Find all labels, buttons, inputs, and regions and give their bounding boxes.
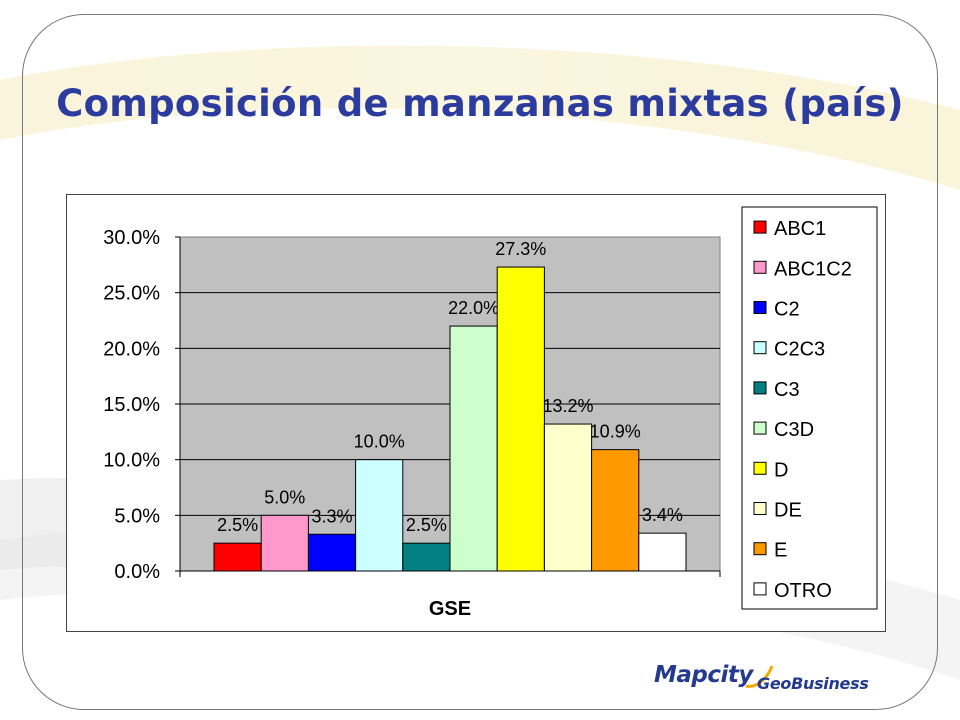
legend-label: ABC1 — [774, 218, 826, 240]
y-tick-label: 15.0% — [103, 394, 160, 416]
legend-label: C3 — [774, 379, 800, 401]
chart-container: 0.0% 5.0% 10.0% 15.0% 20.0% 25.0% 30.0% 2.5% 5.0… — [66, 194, 886, 632]
data-label: 2.5% — [217, 515, 258, 535]
data-label: 27.3% — [495, 239, 546, 259]
legend-label: OTRO — [774, 580, 832, 602]
y-tick-label: 10.0% — [103, 450, 160, 472]
bar-de — [543, 423, 593, 572]
legend-swatch — [753, 461, 767, 475]
logo-brand: Mapcity — [654, 662, 753, 688]
data-label: 5.0% — [264, 487, 305, 507]
legend-label: ABC1C2 — [774, 258, 852, 280]
legend-swatch — [753, 220, 767, 234]
legend-label: E — [774, 540, 787, 562]
legend-swatch — [753, 341, 767, 355]
bar-e — [591, 449, 640, 572]
legend-swatch — [753, 260, 767, 274]
logo-suffix: GeoBusiness — [757, 674, 869, 693]
legend-swatch — [753, 421, 767, 435]
legend-label: D — [774, 459, 788, 481]
y-tick-label: 0.0% — [114, 561, 160, 583]
legend-swatch — [753, 502, 767, 515]
y-tick-label: 25.0% — [103, 283, 160, 305]
bar-abc1 — [213, 542, 262, 572]
bar-chart: 0.0% 5.0% 10.0% 15.0% 20.0% 25.0% 30.0% 2.5% 5.0… — [103, 206, 878, 620]
legend-label: DE — [774, 500, 802, 522]
bar-c3d — [449, 325, 498, 572]
bar-c3 — [402, 542, 451, 572]
y-tick-label: 20.0% — [103, 338, 160, 360]
legend — [741, 206, 878, 610]
data-label: 3.3% — [311, 506, 352, 526]
bar-c2 — [307, 533, 357, 572]
bar-c2c3 — [355, 459, 404, 572]
data-label: 13.2% — [542, 396, 593, 416]
bar-d — [496, 266, 545, 572]
data-label: 10.0% — [354, 432, 405, 452]
legend-swatch — [753, 301, 767, 314]
mapcity-logo: Mapcity GeoBusiness — [654, 662, 874, 702]
bar-otro — [638, 532, 687, 572]
legend-swatch — [753, 381, 767, 395]
legend-label: C2C3 — [774, 339, 825, 361]
legend-swatch — [753, 542, 767, 556]
page-title: Composición de manzanas mixtas (país) — [56, 82, 904, 125]
x-axis-label: GSE — [429, 598, 471, 620]
data-label: 2.5% — [406, 515, 447, 535]
data-label: 22.0% — [448, 298, 499, 318]
y-tick-label: 30.0% — [103, 227, 160, 249]
legend-swatch — [753, 582, 767, 596]
y-tick-label: 5.0% — [114, 505, 160, 527]
data-label: 3.4% — [642, 505, 683, 525]
legend-label: C3D — [774, 419, 814, 441]
bar-abc1c2 — [260, 514, 309, 572]
slide-frame — [22, 14, 938, 710]
logo-swoosh-icon — [745, 665, 774, 688]
legend-label: C2 — [774, 299, 800, 321]
data-label: 10.9% — [590, 422, 641, 442]
